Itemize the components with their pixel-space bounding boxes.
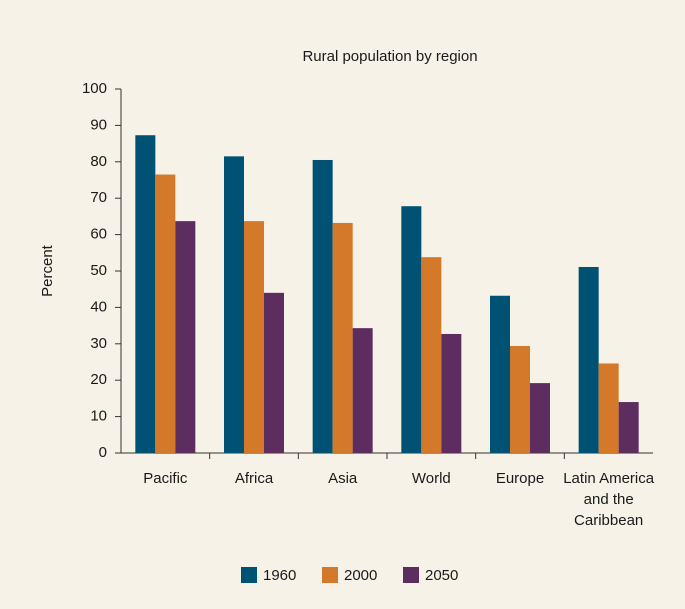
x-tick-label: Europe — [496, 470, 544, 487]
x-tick-label: World — [412, 470, 451, 487]
legend-label: 1960 — [263, 567, 296, 584]
bar — [490, 295, 510, 453]
legend-label: 2000 — [344, 567, 377, 584]
y-tick-label: 30 — [90, 335, 107, 352]
y-tick-label: 60 — [90, 226, 107, 243]
x-tick-label: Pacific — [143, 470, 188, 487]
bar — [352, 328, 373, 453]
x-tick-label-line: and the — [584, 491, 634, 508]
bar — [510, 345, 530, 453]
x-tick-label-line: Latin America — [563, 470, 655, 487]
bar — [441, 333, 462, 453]
y-axis-label: Percent — [39, 244, 56, 297]
bar — [530, 383, 550, 453]
bar — [618, 402, 639, 453]
y-tick-label: 90 — [90, 116, 107, 133]
bar — [135, 135, 156, 453]
x-tick-label: Latin America and the Caribbean — [563, 470, 655, 529]
bar — [264, 292, 284, 453]
x-tick-label: Asia — [328, 470, 358, 487]
y-tick-label: 50 — [90, 262, 107, 279]
y-tick-label: 100 — [82, 80, 107, 97]
legend-label: 2050 — [425, 567, 458, 584]
y-tick-label: 10 — [90, 408, 107, 425]
legend-swatch — [403, 567, 419, 583]
y-tick-label: 0 — [99, 444, 107, 461]
bar — [332, 222, 353, 453]
y-tick-label: 20 — [90, 371, 107, 388]
legend-swatch — [322, 567, 338, 583]
bar — [598, 363, 619, 453]
bar — [224, 156, 244, 453]
bar — [578, 266, 599, 453]
chart-title: Rural population by region — [302, 48, 477, 65]
bar — [401, 206, 422, 453]
bar — [155, 174, 176, 454]
bar — [312, 159, 333, 454]
y-tick-label: 70 — [90, 189, 107, 206]
bar — [175, 221, 196, 453]
legend-swatch — [241, 567, 257, 583]
x-tick-label-line: Caribbean — [574, 512, 643, 529]
y-tick-label: 40 — [90, 298, 107, 315]
y-tick-label: 80 — [90, 153, 107, 170]
x-tick-label: Africa — [235, 470, 274, 487]
bar — [244, 221, 264, 453]
bar — [421, 257, 442, 453]
